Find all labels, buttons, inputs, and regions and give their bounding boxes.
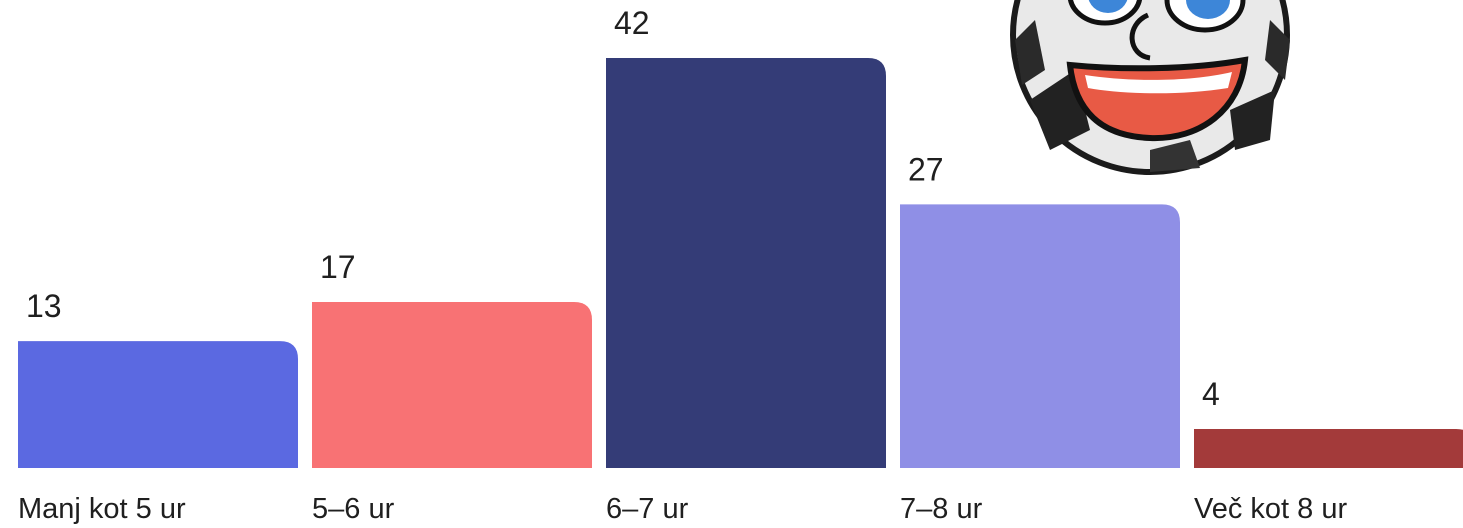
bar: [18, 341, 298, 468]
category-label: 5–6 ur: [312, 493, 395, 525]
category-label: 6–7 ur: [606, 493, 689, 525]
bar: [606, 58, 886, 468]
category-label: 7–8 ur: [900, 493, 983, 525]
value-label: 17: [320, 249, 356, 285]
category-label: Manj kot 5 ur: [18, 493, 186, 525]
mascot: [1010, 0, 1290, 175]
value-label: 27: [908, 151, 944, 187]
value-label: 13: [26, 288, 62, 324]
bar: [900, 204, 1180, 468]
bar: [312, 302, 592, 468]
bars: 13 Manj kot 5 ur 17 5–6 ur 42 6–7 ur 27 7–8 ur 4…: [18, 5, 1463, 525]
bar: [1194, 428, 1463, 468]
value-label: 42: [614, 5, 650, 41]
category-label: Več kot 8 ur: [1194, 493, 1347, 525]
value-label: 4: [1202, 376, 1220, 412]
